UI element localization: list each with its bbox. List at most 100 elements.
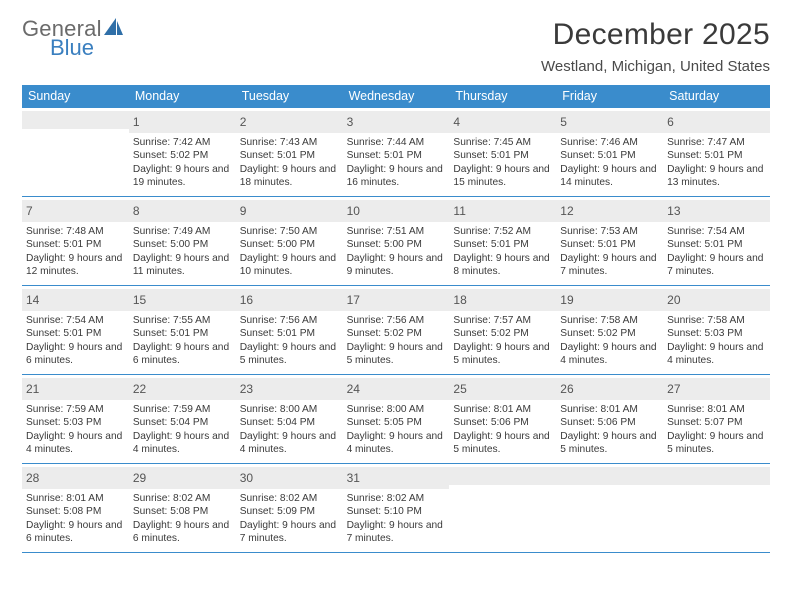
sunrise-value: 7:46 AM <box>600 137 637 148</box>
cell-info: Sunrise: 7:56 AMSunset: 5:01 PMDaylight:… <box>240 314 339 368</box>
sunset-value: 5:06 PM <box>598 417 636 428</box>
calendar-cell: 8Sunrise: 7:49 AMSunset: 5:00 PMDaylight… <box>129 197 236 285</box>
daylight-label: Daylight: <box>26 520 68 531</box>
sunset-line: Sunset: 5:01 PM <box>453 149 552 162</box>
calendar-cell: 30Sunrise: 8:02 AMSunset: 5:09 PMDayligh… <box>236 464 343 552</box>
daylight-label: Daylight: <box>453 253 495 264</box>
daylight-label: Daylight: <box>240 520 282 531</box>
daynum-row: 19 <box>556 289 663 311</box>
cell-info: Sunrise: 8:01 AMSunset: 5:06 PMDaylight:… <box>453 403 552 457</box>
sunrise-line: Sunrise: 7:49 AM <box>133 225 232 238</box>
daylight-label: Daylight: <box>347 342 389 353</box>
day-header: Friday <box>556 85 663 108</box>
daylight-label: Daylight: <box>560 431 602 442</box>
daylight-label: Daylight: <box>667 342 709 353</box>
sunrise-value: 7:42 AM <box>173 137 210 148</box>
sunset-label: Sunset: <box>667 417 704 428</box>
daylight-line: Daylight: 9 hours and 18 minutes. <box>240 163 339 190</box>
sunset-line: Sunset: 5:04 PM <box>240 416 339 429</box>
calendar-cell: 27Sunrise: 8:01 AMSunset: 5:07 PMDayligh… <box>663 375 770 463</box>
daynum-row: 28 <box>22 467 129 489</box>
cell-info: Sunrise: 7:54 AMSunset: 5:01 PMDaylight:… <box>667 225 766 279</box>
cell-info: Sunrise: 7:59 AMSunset: 5:03 PMDaylight:… <box>26 403 125 457</box>
sunrise-value: 8:00 AM <box>387 404 424 415</box>
sunset-value: 5:01 PM <box>598 150 636 161</box>
sunrise-line: Sunrise: 7:44 AM <box>347 136 446 149</box>
sunset-value: 5:06 PM <box>491 417 529 428</box>
daylight-label: Daylight: <box>347 431 389 442</box>
calendar-cell: 2Sunrise: 7:43 AMSunset: 5:01 PMDaylight… <box>236 108 343 196</box>
daylight-line: Daylight: 9 hours and 4 minutes. <box>560 341 659 368</box>
calendar-cell: 5Sunrise: 7:46 AMSunset: 5:01 PMDaylight… <box>556 108 663 196</box>
sunrise-value: 7:58 AM <box>707 315 744 326</box>
sunset-value: 5:02 PM <box>491 328 529 339</box>
sunset-label: Sunset: <box>133 239 170 250</box>
daylight-line: Daylight: 9 hours and 8 minutes. <box>453 252 552 279</box>
daylight-line: Daylight: 9 hours and 6 minutes. <box>133 519 232 546</box>
sunrise-label: Sunrise: <box>560 137 600 148</box>
cell-info: Sunrise: 8:02 AMSunset: 5:10 PMDaylight:… <box>347 492 446 546</box>
sunrise-label: Sunrise: <box>560 315 600 326</box>
sunrise-line: Sunrise: 7:45 AM <box>453 136 552 149</box>
daylight-label: Daylight: <box>133 164 175 175</box>
sunrise-label: Sunrise: <box>26 226 66 237</box>
day-number: 17 <box>347 293 360 307</box>
sunset-value: 5:00 PM <box>384 239 422 250</box>
sunrise-label: Sunrise: <box>453 315 493 326</box>
sail-icon <box>104 18 124 40</box>
sunset-value: 5:01 PM <box>277 328 315 339</box>
sunset-label: Sunset: <box>26 239 63 250</box>
day-number: 12 <box>560 204 573 218</box>
sunset-value: 5:09 PM <box>277 506 315 517</box>
calendar-cell: 20Sunrise: 7:58 AMSunset: 5:03 PMDayligh… <box>663 286 770 374</box>
daylight-line: Daylight: 9 hours and 6 minutes. <box>26 519 125 546</box>
day-number: 21 <box>26 382 39 396</box>
sunset-line: Sunset: 5:02 PM <box>453 327 552 340</box>
day-number: 29 <box>133 471 146 485</box>
daylight-line: Daylight: 9 hours and 4 minutes. <box>133 430 232 457</box>
daynum-row: 21 <box>22 378 129 400</box>
sunrise-line: Sunrise: 7:55 AM <box>133 314 232 327</box>
daylight-label: Daylight: <box>347 520 389 531</box>
sunrise-value: 7:59 AM <box>66 404 103 415</box>
sunrise-label: Sunrise: <box>453 137 493 148</box>
sunrise-line: Sunrise: 8:02 AM <box>240 492 339 505</box>
cell-info: Sunrise: 7:44 AMSunset: 5:01 PMDaylight:… <box>347 136 446 190</box>
day-number: 15 <box>133 293 146 307</box>
cell-info: Sunrise: 7:55 AMSunset: 5:01 PMDaylight:… <box>133 314 232 368</box>
sunset-label: Sunset: <box>560 328 597 339</box>
sunrise-label: Sunrise: <box>347 493 387 504</box>
sunset-value: 5:08 PM <box>170 506 208 517</box>
cell-info: Sunrise: 7:54 AMSunset: 5:01 PMDaylight:… <box>26 314 125 368</box>
daylight-line: Daylight: 9 hours and 7 minutes. <box>560 252 659 279</box>
sunrise-line: Sunrise: 7:43 AM <box>240 136 339 149</box>
calendar-cell: 13Sunrise: 7:54 AMSunset: 5:01 PMDayligh… <box>663 197 770 285</box>
daynum-row: 17 <box>343 289 450 311</box>
daynum-row: 24 <box>343 378 450 400</box>
sunrise-value: 7:56 AM <box>280 315 317 326</box>
daylight-line: Daylight: 9 hours and 12 minutes. <box>26 252 125 279</box>
sunrise-label: Sunrise: <box>240 315 280 326</box>
sunrise-label: Sunrise: <box>133 315 173 326</box>
daylight-line: Daylight: 9 hours and 4 minutes. <box>240 430 339 457</box>
daylight-line: Daylight: 9 hours and 19 minutes. <box>133 163 232 190</box>
day-header: Tuesday <box>236 85 343 108</box>
sunrise-value: 7:59 AM <box>173 404 210 415</box>
daynum-row: 2 <box>236 111 343 133</box>
sunrise-label: Sunrise: <box>133 137 173 148</box>
sunset-label: Sunset: <box>347 417 384 428</box>
week-row: 14Sunrise: 7:54 AMSunset: 5:01 PMDayligh… <box>22 286 770 375</box>
sunset-value: 5:01 PM <box>598 239 636 250</box>
calendar-cell <box>556 464 663 552</box>
cell-info: Sunrise: 7:47 AMSunset: 5:01 PMDaylight:… <box>667 136 766 190</box>
daylight-label: Daylight: <box>453 164 495 175</box>
sunrise-line: Sunrise: 7:54 AM <box>26 314 125 327</box>
day-number: 30 <box>240 471 253 485</box>
sunset-value: 5:05 PM <box>384 417 422 428</box>
daynum-row: 1 <box>129 111 236 133</box>
daynum-row: 11 <box>449 200 556 222</box>
sunrise-label: Sunrise: <box>667 404 707 415</box>
daylight-line: Daylight: 9 hours and 7 minutes. <box>347 519 446 546</box>
sunrise-value: 7:57 AM <box>494 315 531 326</box>
daylight-line: Daylight: 9 hours and 4 minutes. <box>26 430 125 457</box>
